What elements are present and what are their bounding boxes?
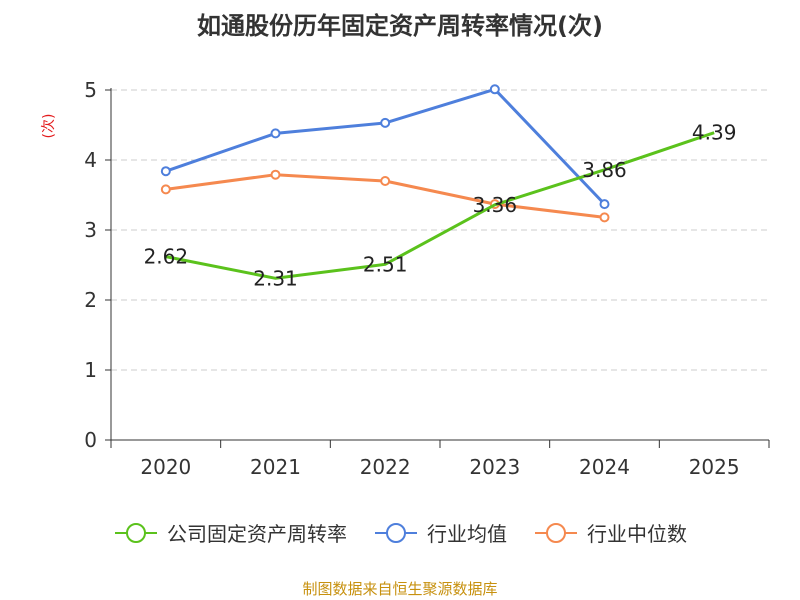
data-source-note: 制图数据来自恒生聚源数据库 — [302, 580, 498, 598]
legend-line-marker-icon — [375, 522, 417, 543]
legend: 公司固定资产周转率 行业均值 行业中位数 — [0, 518, 800, 547]
data-point — [489, 84, 500, 95]
data-point — [160, 166, 171, 177]
y-tick-label: 2 — [84, 288, 97, 312]
x-tick-label: 2021 — [250, 455, 301, 479]
x-tick-label: 2024 — [579, 455, 630, 479]
legend-label-industry-median: 行业中位数 — [587, 522, 687, 546]
line-chart: 0 1 2 3 4 5 2020 2021 2022 2023 2024 2025 2.62 2.31 2.… — [84, 78, 770, 479]
data-point — [599, 212, 610, 223]
y-tick-label: 0 — [84, 428, 97, 452]
legend-line-marker-icon — [535, 522, 577, 543]
x-tick-label: 2020 — [140, 455, 191, 479]
data-label: 4.39 — [692, 121, 737, 145]
data-label: 2.62 — [144, 245, 189, 269]
y-tick-label: 1 — [84, 358, 97, 382]
data-label: 2.51 — [363, 252, 408, 276]
y-tick-label: 5 — [84, 78, 97, 102]
data-point — [270, 128, 281, 139]
data-point — [160, 184, 171, 195]
x-tick-label: 2022 — [360, 455, 411, 479]
data-point — [599, 199, 610, 210]
data-point — [380, 176, 391, 186]
y-tick-label: 3 — [84, 218, 97, 242]
data-point — [270, 169, 281, 180]
legend-item-company[interactable]: 公司固定资产周转率 — [113, 518, 347, 547]
legend-label-company: 公司固定资产周转率 — [167, 522, 347, 546]
series-line — [165, 131, 715, 280]
data-point — [380, 117, 391, 128]
legend-item-industry-median[interactable]: 行业中位数 — [533, 518, 687, 547]
x-tick-label: 2025 — [689, 455, 740, 479]
data-label: 3.86 — [582, 158, 627, 182]
chart-title: 如通股份历年固定资产周转率情况(次) — [197, 12, 603, 40]
legend-label-industry-mean: 行业均值 — [427, 522, 507, 546]
y-tick-label: 4 — [84, 148, 97, 172]
legend-item-industry-mean[interactable]: 行业均值 — [373, 518, 507, 547]
legend-line-marker-icon — [115, 522, 157, 543]
data-label: 3.36 — [473, 193, 518, 217]
data-label: 2.31 — [253, 266, 298, 290]
x-tick-label: 2023 — [469, 455, 520, 479]
series-line — [165, 87, 606, 206]
